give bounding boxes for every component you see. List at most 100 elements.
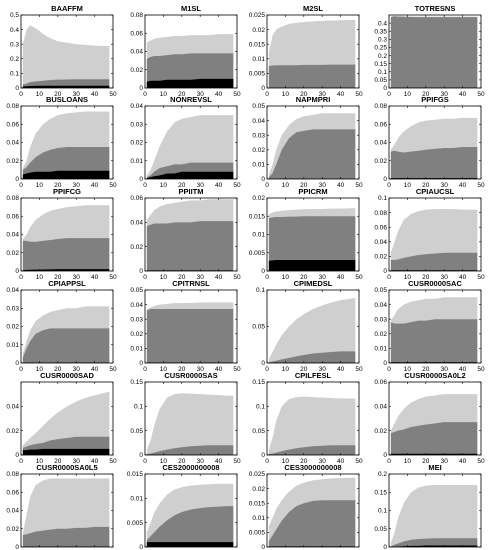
x-tick-label: 10 <box>160 182 168 189</box>
x-tick-label: 20 <box>178 366 186 373</box>
y-tick-label: 0.08 <box>6 471 19 478</box>
x-tick-label: 40 <box>337 274 345 281</box>
y-tick-label: 0.06 <box>374 224 387 231</box>
area-dark <box>146 78 234 88</box>
area-mid <box>390 422 478 455</box>
x-tick-label: 0 <box>387 91 391 98</box>
y-tick-label: 0.2 <box>378 53 387 60</box>
area-mid <box>268 351 356 363</box>
x-tick-label: 30 <box>319 366 327 373</box>
y-tick-label: 0.1 <box>378 195 387 202</box>
axes-box <box>20 14 114 89</box>
panel-title: CPIMEDSL <box>294 279 333 288</box>
panel-napmpri: NAPMPRI 0 10 20 30 40 50 0 0.01 0.02 0.03 0.04 0.05 <box>252 95 363 189</box>
y-tick-label: 0.01 <box>252 515 265 522</box>
y-tick-label: 0.04 <box>6 287 19 294</box>
x-tick-label: 50 <box>109 182 117 189</box>
y-tick-label: 0 <box>139 268 143 275</box>
y-tick-label: 0.04 <box>374 302 387 309</box>
x-tick-label: 50 <box>109 274 117 281</box>
x-tick-label: 20 <box>300 91 308 98</box>
area-mid <box>268 64 356 88</box>
y-tick-label: 0.02 <box>6 428 19 435</box>
y-tick-label: 0.06 <box>6 121 19 128</box>
y-tick-label: 0.04 <box>6 508 19 515</box>
x-tick-label: 10 <box>404 274 412 281</box>
y-tick-label: 0.02 <box>6 526 19 533</box>
x-tick-label: 30 <box>319 182 327 189</box>
y-tick-label: 0.04 <box>252 118 265 125</box>
x-tick-label: 40 <box>459 274 467 281</box>
y-tick-label: 0 <box>139 544 143 550</box>
y-tick-label: 0.15 <box>252 379 265 386</box>
x-tick-label: 0 <box>265 91 269 98</box>
x-tick-label: 40 <box>337 91 345 98</box>
x-tick-label: 50 <box>233 182 241 189</box>
x-tick-label: 10 <box>282 182 290 189</box>
area-mid <box>268 500 356 547</box>
panel-title: CUSR0000SA0L5 <box>36 463 97 472</box>
area-dark <box>22 448 110 455</box>
x-tick-label: 20 <box>54 366 62 373</box>
panel-title: CPILFESL <box>295 371 332 380</box>
y-tick-label: 0 <box>139 452 143 459</box>
y-tick-label: 0 <box>261 85 265 92</box>
y-tick-label: 0.08 <box>6 195 19 202</box>
y-tick-label: 0.01 <box>252 232 265 239</box>
y-tick-label: 0.005 <box>249 530 266 537</box>
area-dark <box>22 269 110 271</box>
x-tick-label: 30 <box>319 91 327 98</box>
y-tick-label: 0.005 <box>249 71 266 78</box>
y-tick-label: 0.25 <box>374 45 387 52</box>
y-tick-label: 0.025 <box>249 471 266 478</box>
panel-cusr0000sa0l5: CUSR0000SA0L50102030405000.020.040.060.0… <box>6 463 114 550</box>
x-tick-label: 30 <box>73 91 81 98</box>
y-tick-label: 0.05 <box>252 428 265 435</box>
x-tick-label: 20 <box>54 458 62 465</box>
area-light <box>146 393 234 455</box>
y-tick-label: 0.06 <box>374 121 387 128</box>
axes-box <box>266 105 360 180</box>
x-tick-label: 0 <box>19 366 23 373</box>
y-tick-label: 0.02 <box>374 428 387 435</box>
y-tick-label: 0.01 <box>130 346 143 353</box>
area-mid <box>268 129 356 179</box>
panel-title: PPIITM <box>178 187 203 196</box>
panel-ppiitm: PPIITM 0 10 20 30 40 50 0 0.02 0.04 0.06 <box>130 187 241 281</box>
y-tick-label: 0 <box>383 176 387 183</box>
y-tick-label: 0.01 <box>6 342 19 349</box>
x-tick-label: 20 <box>178 274 186 281</box>
y-tick-label: 0.04 <box>130 220 143 227</box>
axes-box <box>388 381 482 456</box>
x-tick-label: 40 <box>337 458 345 465</box>
area-mid <box>390 319 478 363</box>
area-mid <box>146 221 234 271</box>
x-tick-label: 40 <box>215 182 223 189</box>
y-tick-label: 0.02 <box>130 244 143 251</box>
area-dark <box>22 85 110 88</box>
x-tick-label: 20 <box>178 91 186 98</box>
x-tick-label: 40 <box>337 366 345 373</box>
panel-title: CUSR0000SAC <box>408 279 462 288</box>
x-tick-label: 10 <box>36 366 44 373</box>
x-tick-label: 10 <box>282 458 290 465</box>
x-tick-label: 40 <box>215 91 223 98</box>
y-tick-label: 0.15 <box>374 61 387 68</box>
y-tick-label: 0.02 <box>252 147 265 154</box>
axes-box <box>144 289 238 364</box>
y-tick-label: 0 <box>15 268 19 275</box>
x-tick-label: 50 <box>233 274 241 281</box>
x-tick-label: 30 <box>197 366 205 373</box>
y-tick-label: 0.02 <box>130 331 143 338</box>
axes-box <box>144 381 238 456</box>
x-tick-label: 40 <box>91 274 99 281</box>
y-tick-label: 0.02 <box>6 324 19 331</box>
y-tick-label: 0 <box>261 544 265 550</box>
y-tick-label: 0 <box>139 85 143 92</box>
y-tick-label: 0.1 <box>256 287 265 294</box>
y-tick-label: 0 <box>139 176 143 183</box>
y-tick-label: 0.05 <box>252 103 265 110</box>
x-tick-label: 10 <box>404 366 412 373</box>
y-tick-label: 0.08 <box>374 210 387 217</box>
